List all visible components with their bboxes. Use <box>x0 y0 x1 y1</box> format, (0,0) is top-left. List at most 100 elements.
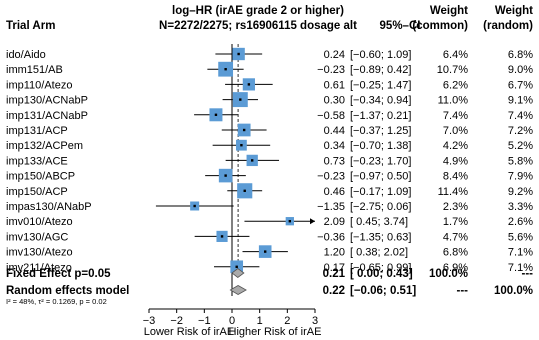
x-tick-label: −1 <box>198 315 211 327</box>
study-row: imp132/ACPem 0.34 [−0.70; 1.38] 4.2% 5.2% <box>6 139 533 152</box>
point-estimate <box>224 68 227 71</box>
point-estimate <box>264 250 267 253</box>
study-name: imp132/ACPem <box>6 140 83 152</box>
point-estimate <box>237 52 240 56</box>
ci-value: [−0.34; 0.94] <box>350 95 411 107</box>
estimate-value: −0.36 <box>317 231 345 243</box>
weight-common: 6.8% <box>443 247 468 259</box>
ci-value: [−0.17; 1.09] <box>350 186 411 198</box>
point-estimate <box>235 265 238 268</box>
study-name: imp131/ACNabP <box>6 110 88 122</box>
x-axis: −3 −2 −1 0 1 2 3 <box>143 308 318 327</box>
weight-common: 4.9% <box>443 155 468 167</box>
study-row: ido/Aido 0.24 [−0.60; 1.09] 6.4% 6.8% <box>6 47 533 61</box>
ci-value: [−2.75; 0.06] <box>350 201 411 213</box>
study-name: imv130/AGC <box>6 231 68 243</box>
study-row: imp150/ABCP −0.23 [−0.97; 0.50] 8.4% 7.9% <box>6 168 533 183</box>
study-row: imp131/ACNabP −0.58 [−1.37; 0.21] 7.4% 7.4% <box>6 108 533 122</box>
study-column-header: Trial Arm <box>6 20 55 32</box>
ci-value: [ 0.45; 3.74] <box>350 216 408 228</box>
summary-row: Fixed Effect p=0.05 0.21 [ 0.00; 0.43] 100.… <box>6 267 533 280</box>
weight-common: 6.4% <box>443 49 468 61</box>
effect-header-line1: log–HR (irAE grade 2 or higher) <box>172 5 344 17</box>
x-tick-label: 1 <box>257 315 263 327</box>
weight-common: 8.4% <box>443 171 468 183</box>
estimate-value: 0.44 <box>324 125 345 137</box>
estimate-value: 0.73 <box>324 155 345 167</box>
summary-weight-common: 100.0% <box>429 268 468 280</box>
estimate-value: 0.30 <box>324 95 345 107</box>
summary-weight-common: --- <box>457 285 469 297</box>
weight-common: 1.7% <box>443 216 468 228</box>
weight-random: 7.9% <box>508 171 533 183</box>
point-estimate <box>243 189 246 192</box>
weight-random: 2.6% <box>508 216 533 228</box>
summary-diamond <box>231 267 245 279</box>
estimate-value: 1.20 <box>324 247 345 259</box>
point-estimate <box>220 235 224 238</box>
effect-header-line2: N=2272/2275; rs16906115 dosage alt <box>159 20 357 32</box>
study-name: imp150/ABCP <box>6 171 75 183</box>
estimate-value: 0.61 <box>324 79 345 91</box>
x-label-higher-risk: Higher Risk of irAE <box>229 326 322 338</box>
weight-random: 9.1% <box>508 95 533 107</box>
weight-common: 7.4% <box>443 110 468 122</box>
ci-value: [−0.25; 1.47] <box>350 79 411 91</box>
heterogeneity-stats: I² = 48%, τ² = 0.1269, p = 0.02 <box>6 297 107 306</box>
ci-value: [−1.35; 0.63] <box>350 231 411 243</box>
ci-value: [−0.65; 0.99] <box>350 262 411 274</box>
weight-common: 7.0% <box>443 125 468 137</box>
estimate-value: 2.09 <box>324 216 345 228</box>
study-row: imp133/ACE 0.73 [−0.23; 1.70] 4.9% 5.8% <box>6 154 533 167</box>
weight-random: 6.8% <box>508 49 533 61</box>
weight-common: 11.4% <box>438 186 469 198</box>
summary-row: Random effects model 0.22 [−0.06; 0.51] ---… <box>6 285 533 297</box>
summary-name: Fixed Effect p=0.05 <box>6 268 111 280</box>
ci-value: [−0.97; 0.50] <box>350 171 411 183</box>
summary-diamond <box>229 285 247 295</box>
ci-value: [−0.89; 0.42] <box>350 64 411 76</box>
estimate-value: 0.34 <box>324 140 345 152</box>
study-row: imv010/Atezo 2.09 [ 0.45; 3.74] 1.7% 2.6% <box>6 216 533 228</box>
weight-common: 4.7% <box>443 231 468 243</box>
weight-random: 6.7% <box>508 79 533 91</box>
estimate-value: −1.35 <box>317 201 345 213</box>
study-rows: ido/Aido 0.24 [−0.60; 1.09] 6.4% 6.8%imm151/… <box>6 44 533 296</box>
study-name: imp130/ACNabP <box>6 95 88 107</box>
estimate-value: 0.24 <box>324 49 345 61</box>
weight-random: 3.3% <box>508 201 533 213</box>
x-tick-label: −2 <box>170 315 183 327</box>
summary-ci: [ 0.00; 0.43] <box>350 268 413 280</box>
point-estimate <box>240 144 243 147</box>
study-name: imv211/Atezo <box>6 262 72 274</box>
x-tick-label: 2 <box>284 315 290 327</box>
x-tick-label: −3 <box>143 315 156 327</box>
estimate-value: 0.17 <box>324 262 345 274</box>
estimate-value: −0.58 <box>317 110 345 122</box>
summary-name: Random effects model <box>6 285 129 297</box>
x-tick-label: 0 <box>229 315 235 327</box>
ci-value: [−0.23; 1.70] <box>350 155 411 167</box>
point-estimate <box>242 128 246 132</box>
weight-random: 5.6% <box>508 231 533 243</box>
weight-common: 10.7% <box>437 64 468 76</box>
weight-common-header-line1: Weight <box>430 5 468 17</box>
estimate-value: 0.46 <box>324 186 345 198</box>
point-estimate <box>250 159 254 162</box>
ci-value: [−0.37; 1.25] <box>350 125 411 137</box>
study-row: imm151/AB −0.23 [−0.89; 0.42] 10.7% 9.0% <box>6 61 533 77</box>
weight-random: 9.2% <box>508 186 533 198</box>
study-row: imv130/AGC −0.36 [−1.35; 0.63] 4.7% 5.6% <box>6 230 533 243</box>
ci-value: [−0.70; 1.38] <box>350 140 411 152</box>
weight-common: 4.2% <box>443 140 468 152</box>
x-tick-label: 3 <box>312 315 318 327</box>
weight-random: 7.4% <box>508 110 533 122</box>
study-name: imp131/ACP <box>6 125 68 137</box>
study-name: imp110/Atezo <box>6 79 72 91</box>
point-estimate <box>239 98 242 101</box>
ci-arrow-right <box>310 218 315 225</box>
study-name: imp150/ACP <box>6 186 68 198</box>
weight-random: 7.1% <box>508 262 533 274</box>
weight-common: 2.3% <box>443 201 468 213</box>
